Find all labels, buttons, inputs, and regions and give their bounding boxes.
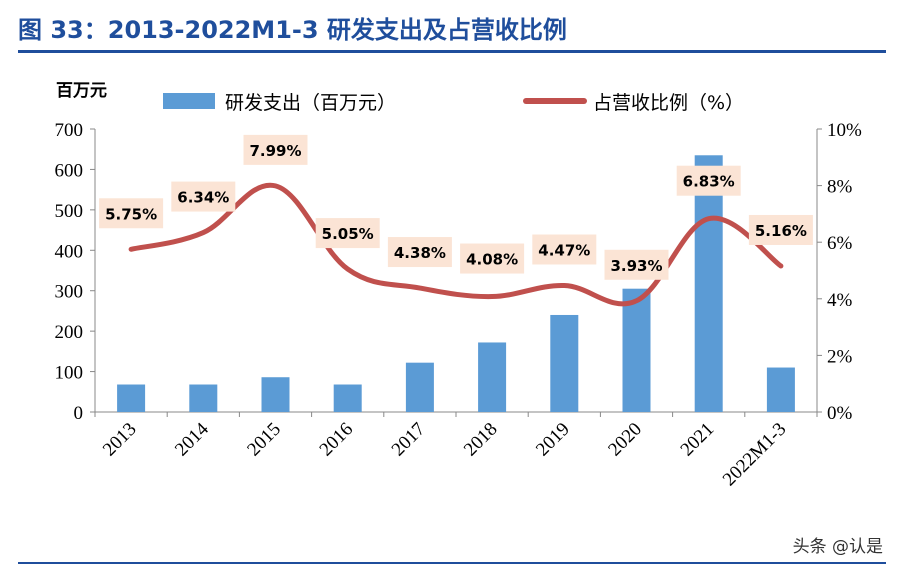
left-axis-tick-label: 700 (55, 120, 84, 141)
bar-2013 (117, 384, 146, 412)
left-axis-tick-label: 600 (55, 160, 84, 181)
right-axis-tick-label: 4% (827, 290, 853, 311)
data-label-2014: 6.34% (171, 181, 236, 212)
data-label-2021: 6.83% (676, 165, 741, 196)
data-label-text: 6.34% (177, 189, 229, 207)
x-axis-tick-label: 2018 (460, 419, 502, 461)
data-label-box (99, 198, 164, 229)
bar-2016 (333, 384, 362, 412)
bar-2014 (189, 384, 218, 412)
left-axis-tick-label: 0 (74, 403, 84, 424)
bar-2021 (694, 155, 723, 412)
data-label-2019: 4.47% (532, 234, 597, 265)
data-label-box (387, 237, 452, 268)
ratio-line (128, 182, 784, 307)
bar-2020 (622, 288, 651, 412)
data-label-box (748, 214, 813, 245)
right-axis-tick-label: 8% (827, 177, 853, 198)
left-axis-tick-label: 300 (55, 282, 84, 303)
left-axis-unit-label: 百万元 (56, 81, 107, 101)
data-label-text: 7.99% (249, 142, 301, 160)
bottom-divider (18, 562, 886, 564)
data-label-text: 3.93% (610, 257, 662, 275)
data-label-2016: 5.05% (315, 218, 380, 249)
bar-2015 (261, 377, 290, 412)
bar-2019 (550, 314, 579, 412)
data-label-2013: 5.75% (99, 198, 164, 229)
bar-2022M1-3 (766, 367, 795, 412)
data-label-2015: 7.99% (243, 134, 308, 165)
data-label-box (604, 249, 669, 280)
data-label-box (460, 243, 525, 274)
data-label-2017: 4.38% (387, 237, 452, 268)
data-label-text: 4.47% (538, 241, 590, 259)
data-label-text: 5.16% (755, 222, 807, 240)
x-axis-tick-label: 2020 (604, 419, 646, 461)
data-label-box (676, 165, 741, 196)
left-axis-tick-label: 200 (55, 322, 84, 343)
right-axis-tick-label: 10% (827, 120, 862, 141)
page-title: 图 33：2013-2022M1-3 研发支出及占营收比例 (18, 16, 567, 44)
data-label-box (171, 181, 236, 212)
data-label-text: 6.83% (683, 173, 735, 191)
watermark: 头条 @认是 (792, 537, 883, 557)
legend-label-bar: 研发支出（百万元） (225, 92, 396, 114)
data-label-text: 5.05% (322, 225, 374, 243)
bar-2018 (478, 342, 507, 412)
data-label-text: 4.38% (394, 244, 446, 262)
left-axis-tick-label: 100 (55, 363, 84, 384)
chart-legend: 研发支出（百万元） 占营收比例（%） (163, 92, 744, 114)
data-label-2018: 4.08% (460, 243, 525, 274)
x-axis-tick-label: 2016 (316, 419, 358, 461)
left-axis-tick-label: 400 (55, 241, 84, 262)
bar-2017 (405, 362, 434, 412)
right-axis-tick-label: 6% (827, 233, 853, 254)
x-axis-tick-label: 2013 (99, 419, 141, 461)
data-label-text: 5.75% (105, 205, 157, 223)
data-label-box (532, 234, 597, 265)
data-label-box (315, 218, 380, 249)
left-axis-tick-label: 500 (55, 201, 84, 222)
data-label-2020: 3.93% (604, 249, 669, 280)
legend-swatch-bar (163, 93, 215, 109)
right-axis-tick-label: 0% (827, 403, 853, 424)
legend-label-line: 占营收比例（%） (593, 92, 744, 114)
data-label-box (243, 134, 308, 165)
data-label-2022M1-3: 5.16% (748, 214, 813, 245)
data-label-text: 4.08% (466, 251, 518, 269)
x-axis-tick-label: 2019 (532, 419, 574, 461)
right-axis-tick-label: 2% (827, 346, 853, 367)
x-axis-tick-label: 2014 (171, 418, 213, 460)
x-axis-tick-label: 2017 (388, 419, 430, 461)
title-divider (18, 50, 886, 53)
x-axis-tick-label: 2021 (677, 419, 719, 461)
x-axis-tick-label: 2022M1-3 (719, 419, 791, 491)
x-axis-tick-label: 2015 (243, 419, 285, 461)
